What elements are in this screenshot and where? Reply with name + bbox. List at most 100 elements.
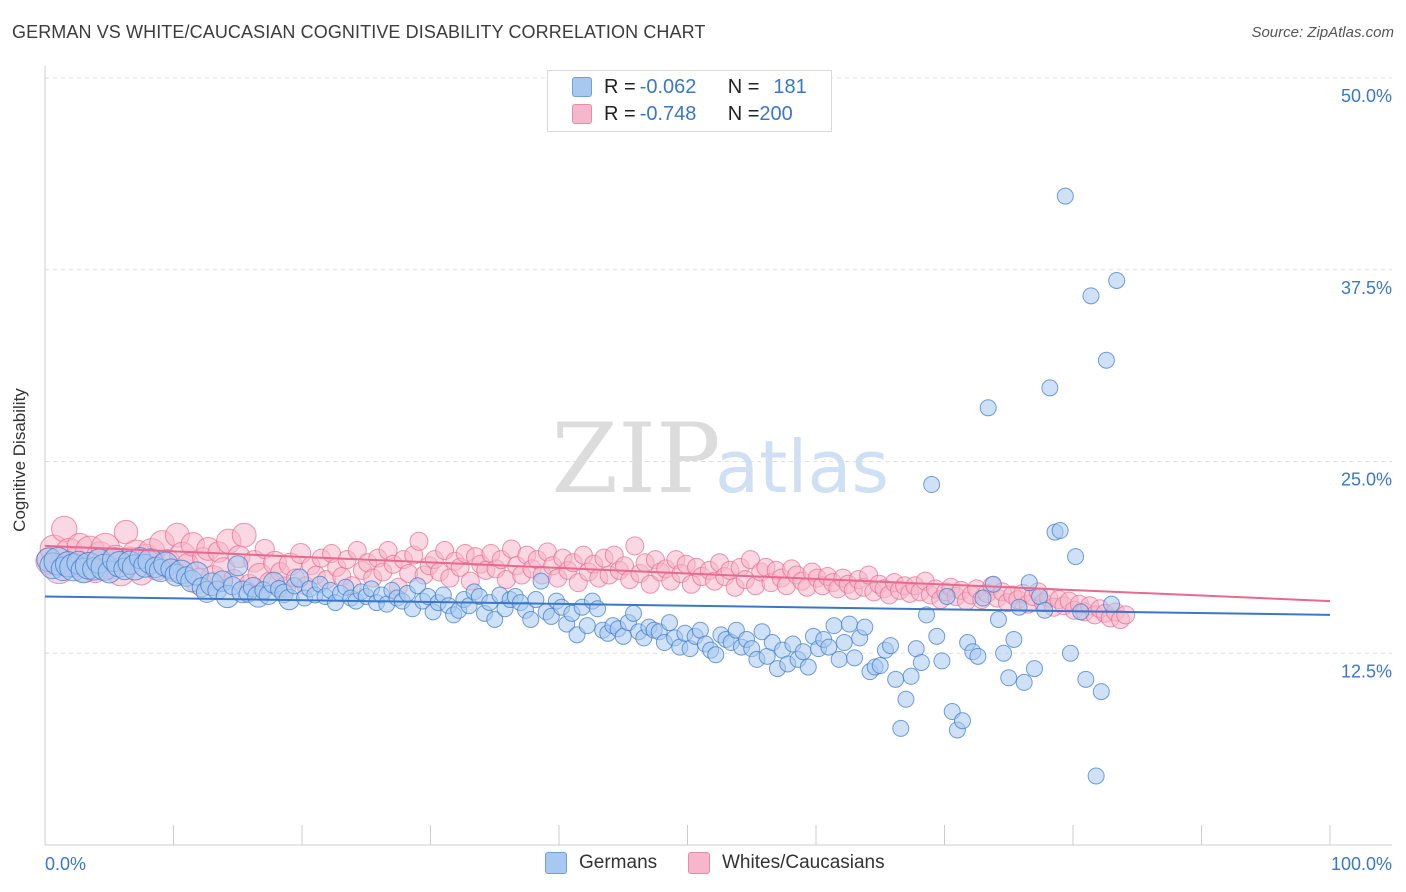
data-point [984, 575, 1002, 593]
legend-row-whites: R = -0.748 N = 200 [572, 102, 793, 126]
legend-swatch-germans [572, 77, 592, 97]
data-point [989, 611, 1007, 629]
legend-n-value: 200 [759, 102, 793, 125]
data-point [1103, 595, 1121, 613]
data-point [486, 611, 504, 629]
data-point [1056, 187, 1074, 205]
data-point [1108, 271, 1126, 289]
data-point [1041, 379, 1059, 397]
data-point [846, 649, 864, 667]
data-point [1000, 669, 1018, 687]
data-point [799, 658, 817, 676]
data-point [1067, 548, 1085, 566]
trend-lines [44, 544, 1331, 616]
data-point [578, 617, 596, 635]
data-point [923, 476, 941, 494]
data-point [1005, 630, 1023, 648]
data-point [640, 574, 660, 594]
data-point [409, 577, 427, 595]
watermark-zip: ZIP [551, 403, 720, 515]
data-point [835, 634, 853, 652]
trend-line [44, 544, 1331, 603]
data-point [928, 627, 946, 645]
data-point [707, 646, 725, 664]
y-axis-label-wrap: Cognitive Disability [0, 370, 40, 550]
data-point [887, 670, 905, 688]
data-point [1087, 767, 1105, 785]
data-point [912, 653, 930, 671]
data-point [753, 623, 771, 641]
chart-title: GERMAN VS WHITE/CAUCASIAN COGNITIVE DISA… [12, 22, 706, 42]
data-point [1025, 660, 1043, 678]
data-point [825, 617, 843, 635]
legend-item-whites[interactable]: Whites/Caucasians [688, 852, 885, 874]
data-point [625, 536, 645, 556]
data-point [1082, 287, 1100, 305]
stats-legend: R = -0.062 N = 181 R = -0.748 N = 200 [547, 70, 832, 132]
data-point [589, 600, 607, 618]
watermark-atlas: atlas [715, 425, 889, 509]
data-point [231, 522, 257, 548]
data-point [918, 606, 936, 624]
data-point [820, 638, 838, 656]
data-point [1061, 644, 1079, 662]
legend-swatch-whites [572, 104, 592, 124]
data-point [794, 643, 812, 661]
data-point [625, 604, 643, 622]
axes [44, 66, 1392, 846]
x-tick-label: 0.0% [45, 854, 86, 874]
data-point [661, 614, 679, 632]
data-point [840, 615, 858, 633]
data-point [933, 652, 951, 670]
data-point [882, 637, 900, 655]
data-point [1092, 683, 1110, 701]
watermark: ZIP atlas [551, 403, 889, 515]
trend-line [44, 595, 1331, 616]
data-point [897, 690, 915, 708]
data-point [892, 719, 910, 737]
legend-label-germans: Germans [579, 852, 658, 873]
data-point [1051, 522, 1069, 540]
data-point [871, 657, 889, 675]
data-point [227, 555, 249, 577]
data-point [1116, 605, 1136, 625]
legend-r-value: -0.748 [639, 102, 697, 125]
data-point [522, 611, 540, 629]
data-point [1010, 598, 1028, 616]
data-point [409, 531, 429, 551]
legend-swatch-germans [545, 852, 567, 874]
bottom-legend: Germans Whites/Caucasians [0, 852, 1406, 878]
series-germans [36, 187, 1126, 785]
data-point [1015, 673, 1033, 691]
data-point [856, 618, 874, 636]
y-tick-label: 37.5% [1341, 278, 1392, 298]
tick-labels: 12.5% 25.0% 37.5% 50.0% 0.0% 100.0% [45, 86, 1392, 874]
legend-r-label: R = [604, 75, 636, 98]
legend-r-label: R = [604, 102, 636, 125]
legend-n-value: 181 [773, 75, 807, 98]
data-point [1020, 574, 1038, 592]
data-point [532, 572, 550, 590]
legend-n-label: N = [727, 102, 760, 125]
legend-row-germans: R = -0.062 N = 181 [572, 75, 807, 99]
legend-r-value: -0.062 [639, 75, 697, 98]
y-tick-label: 12.5% [1341, 661, 1392, 681]
data-point [979, 399, 997, 417]
data-point [1077, 670, 1095, 688]
legend-item-germans[interactable]: Germans [545, 852, 657, 874]
y-tick-label: 25.0% [1341, 470, 1392, 490]
data-point [902, 667, 920, 685]
y-axis-label: Cognitive Disability [10, 388, 29, 532]
legend-label-whites: Whites/Caucasians [722, 852, 885, 873]
data-point [953, 712, 971, 730]
legend-n-label: N = [727, 75, 760, 98]
x-tick-label: 100.0% [1331, 854, 1392, 874]
data-point [995, 644, 1013, 662]
data-point [938, 587, 956, 605]
data-point [969, 647, 987, 665]
data-point [830, 650, 848, 668]
y-tick-label: 50.0% [1341, 86, 1392, 106]
data-point [113, 519, 139, 545]
legend-swatch-whites [688, 852, 710, 874]
